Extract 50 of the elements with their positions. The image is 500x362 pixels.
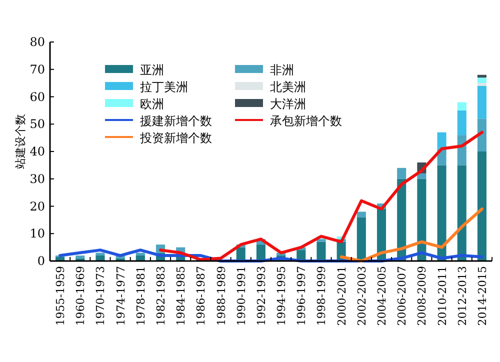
y-tick-label: 20 xyxy=(30,199,45,214)
legend: 援建新增个数 xyxy=(105,114,212,128)
x-tick-label: 2008-2009 xyxy=(416,266,429,326)
x-tick-label: 1998-1999 xyxy=(315,266,328,326)
y-tick-label: 70 xyxy=(30,62,45,76)
legend-label: 亚洲 xyxy=(140,63,164,77)
y-tick-label: 0 xyxy=(37,254,45,268)
legend: 欧洲 xyxy=(105,97,164,111)
x-tick-label: 2014-2015 xyxy=(476,266,489,326)
legend: 承包新增个数 xyxy=(235,114,342,128)
x-tick-label: 1984-1985 xyxy=(174,266,188,326)
legend-label: 拉丁美洲 xyxy=(140,80,188,94)
legend-label: 投资新增个数 xyxy=(139,131,212,145)
legend-label: 大洋洲 xyxy=(270,97,306,111)
x-tick-label: 1978-1981 xyxy=(134,266,148,326)
x-tick-label: 2006-2007 xyxy=(396,266,409,326)
legend: 拉丁美洲 xyxy=(105,80,188,94)
x-tick-label: 1990-1991 xyxy=(234,266,248,326)
y-tick-label: 40 xyxy=(30,144,45,158)
x-tick-label: 1988-1989 xyxy=(214,266,228,326)
y-tick-label: 50 xyxy=(30,117,45,132)
legend: 亚洲 xyxy=(105,63,164,77)
x-tick-label: 1970-1973 xyxy=(94,266,108,326)
x-tick-label: 2010-2011 xyxy=(436,266,449,326)
x-tick-label: 1960-1969 xyxy=(74,266,88,326)
legend: 大洋洲 xyxy=(235,97,306,111)
legend-label: 援建新增个数 xyxy=(140,114,212,128)
y-tick-label: 80 xyxy=(30,35,45,49)
x-tick-label: 1974-1977 xyxy=(114,266,128,326)
legend-label: 欧洲 xyxy=(140,97,164,111)
y-tick-label: 30 xyxy=(30,172,45,186)
legend-label: 非洲 xyxy=(270,63,294,77)
x-tick-label: 2004-2005 xyxy=(376,266,388,326)
x-tick-label: 1996-1997 xyxy=(295,266,308,326)
x-tick-label: 2012-2013 xyxy=(456,266,469,326)
x-tick-label: 2000-2001 xyxy=(335,266,348,326)
x-tick-label: 1992-1993 xyxy=(254,266,268,326)
legend: 非洲 xyxy=(235,63,294,77)
y-tick-label: 60 xyxy=(30,90,45,104)
legend: 投资新增个数 xyxy=(105,131,212,145)
x-tick-label: 1982-1983 xyxy=(154,266,168,326)
x-tick-label: 2002-2003 xyxy=(355,266,368,326)
x-tick-label: 1986-1987 xyxy=(194,266,208,326)
y-tick-label: 10 xyxy=(30,226,45,241)
x-tick-label: 1994-1995 xyxy=(275,266,288,326)
legend-label: 承包新增个数 xyxy=(270,114,342,128)
x-tick-label: 1955-1959 xyxy=(54,266,68,326)
y-axis-title: 站建设个数 xyxy=(14,114,27,169)
legend-label: 北美洲 xyxy=(270,80,306,94)
legend: 北美洲 xyxy=(235,80,306,94)
